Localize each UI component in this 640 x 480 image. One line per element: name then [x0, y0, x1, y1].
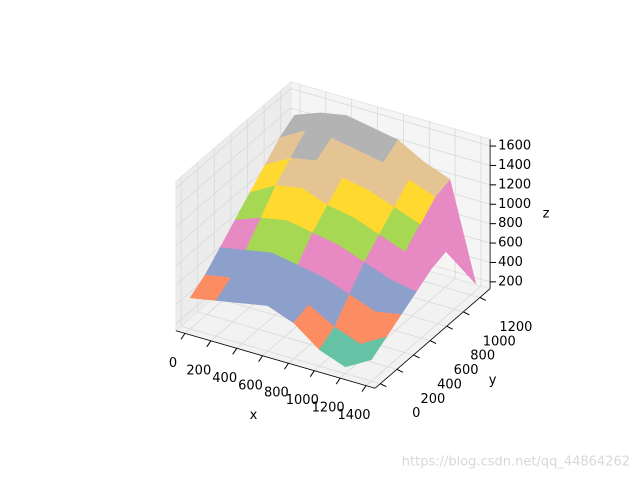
tick-mark: [446, 325, 453, 330]
z-axis-label: z: [543, 206, 550, 221]
tick-mark: [396, 368, 404, 373]
y-tick-label: 1000: [483, 334, 516, 349]
x-axis-label: x: [250, 408, 258, 423]
grid-line: [175, 107, 292, 208]
y-tick-label: 0: [412, 406, 420, 421]
tick-mark: [429, 340, 437, 345]
y-axis-label: y: [489, 373, 497, 388]
x-tick-label: 0: [169, 356, 177, 371]
tick-mark: [309, 370, 315, 377]
grid-line: [290, 88, 491, 147]
grid-line: [175, 88, 292, 189]
tick-mark: [361, 385, 367, 392]
x-tick-label: 1200: [312, 401, 345, 416]
z-tick-label: 200: [498, 274, 523, 289]
tick-mark: [284, 362, 289, 370]
x-tick-label: 400: [212, 371, 237, 386]
axis-line: [175, 330, 376, 389]
y-tick-label: 800: [470, 349, 495, 364]
surface-face: [344, 336, 387, 368]
x-tick-label: 600: [238, 378, 263, 393]
grid-line: [175, 127, 292, 228]
tick-mark: [206, 340, 212, 348]
watermark: https://blog.csdn.net/qq_44864262: [402, 455, 630, 470]
z-tick-label: 400: [498, 255, 523, 270]
grid-line: [365, 285, 482, 386]
tick-mark: [258, 355, 263, 363]
axis-line: [374, 288, 491, 389]
tick-mark: [463, 311, 470, 316]
tick-mark: [232, 348, 238, 355]
x-tick-label: 1400: [337, 408, 370, 423]
x-tick-label: 800: [264, 386, 289, 401]
y-tick-label: 1200: [499, 320, 532, 335]
y-tick-label: 200: [420, 392, 445, 407]
z-tick-label: 800: [498, 216, 523, 231]
tick-mark: [335, 377, 341, 385]
tick-mark: [180, 333, 186, 340]
grid-line: [181, 325, 381, 385]
z-tick-label: 600: [498, 236, 523, 251]
x-tick-label: 1000: [286, 393, 319, 408]
z-tick-label: 1200: [498, 177, 531, 192]
z-tick-label: 1400: [498, 158, 531, 173]
tick-mark: [479, 297, 487, 301]
y-tick-label: 600: [454, 363, 479, 378]
tick-mark: [380, 383, 387, 388]
z-tick-label: 1000: [498, 197, 531, 212]
z-tick-label: 1600: [498, 139, 531, 154]
y-tick-label: 400: [437, 377, 462, 392]
tick-mark: [413, 354, 420, 359]
x-tick-label: 200: [186, 363, 211, 378]
